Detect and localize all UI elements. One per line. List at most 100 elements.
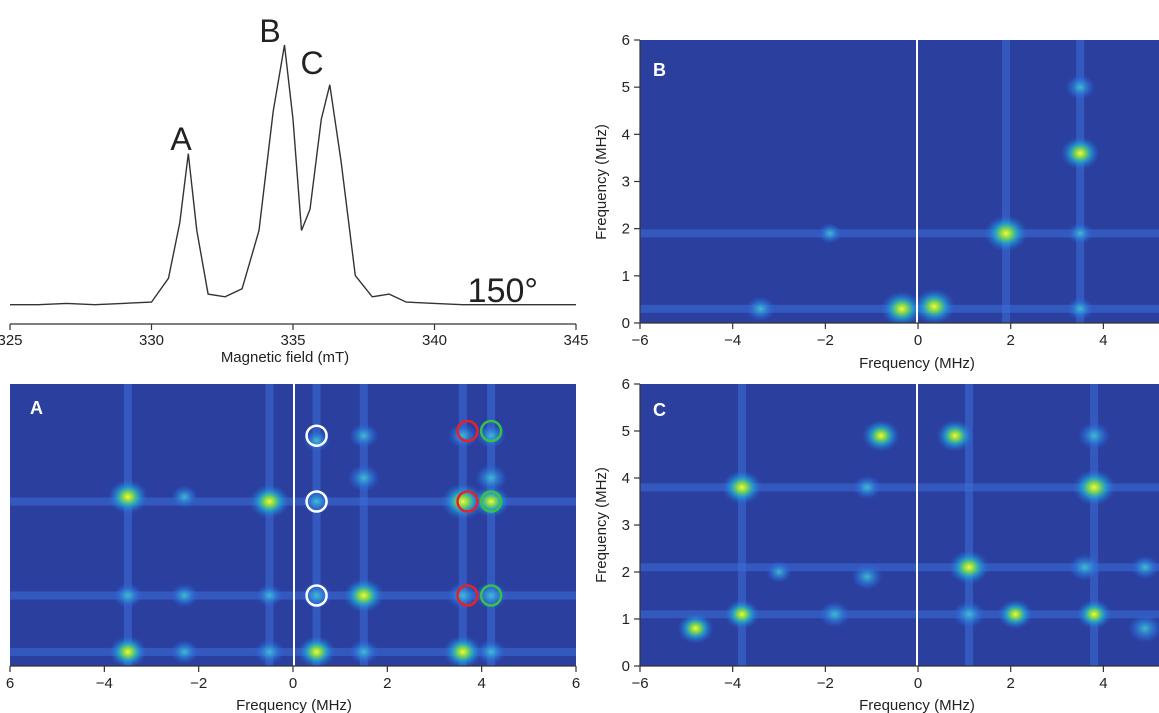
horizontal-ridge [640, 483, 1159, 492]
horizontal-ridge [640, 563, 1159, 572]
panel-c-xlabel: Frequency (MHz) [859, 697, 975, 713]
heatmap-peak [1077, 421, 1111, 450]
heatmap-peak [1128, 613, 1159, 643]
heatmap-peak [984, 214, 1029, 253]
marker-circle [305, 490, 328, 513]
vertical-ridge [1002, 40, 1011, 323]
heatmap-panel-b: −6 −4 −2 0 2 4 0 1 2 3 4 5 6 B Frequency (MHz) Frequ… [593, 32, 1159, 372]
y-tick-label: 3 [622, 174, 630, 191]
y-tick-label: 3 [622, 517, 630, 534]
heatmap-peak [1066, 297, 1094, 321]
angle-label: 150° [468, 272, 538, 310]
marker-circle [479, 419, 503, 443]
vertical-ridge [487, 384, 496, 666]
marker-circle [479, 584, 503, 607]
peak-label-b: B [259, 13, 280, 49]
marker-circle [305, 424, 328, 447]
y-tick-label: 6 [622, 376, 630, 393]
vertical-ridge [265, 384, 274, 666]
heatmap-peak [170, 485, 199, 509]
peak-label-a: A [170, 121, 192, 157]
marker-circle [456, 419, 479, 443]
heatmap-peak [912, 288, 956, 323]
y-tick-label: 1 [622, 611, 630, 628]
heatmap-peak [476, 422, 507, 449]
epr-spectrum-line [10, 44, 576, 306]
epr-spectrum-panel: 325 330 335 340 345 Magnetic field (mT) A B … [0, 13, 589, 366]
marker-circle [479, 490, 503, 513]
vertical-ridge [312, 384, 321, 666]
heatmap-peak [297, 635, 336, 666]
x-tick-label: 4 [477, 675, 485, 692]
panel-b-xlabel: Frequency (MHz) [859, 355, 975, 372]
heatmap-peak [880, 290, 924, 323]
heatmap-peak [474, 464, 508, 492]
heatmap-peak [108, 635, 148, 666]
heatmap-peak [997, 599, 1034, 630]
x-tick-label: 0 [914, 675, 922, 692]
y-tick-label: 4 [622, 470, 630, 487]
vertical-ridge [123, 384, 132, 666]
vertical-ridge [965, 384, 974, 666]
heatmap-peak [1060, 136, 1101, 171]
y-tick-label: 5 [622, 423, 630, 440]
heatmap-peak [347, 464, 381, 492]
x-tick-label: −6 [631, 332, 648, 349]
panel-c-ylabel: Frequency (MHz) [593, 467, 610, 583]
x-tick-label: 0 [914, 332, 922, 349]
heatmap-peak [952, 600, 986, 629]
vertical-ridge [737, 384, 746, 666]
heatmap-peak [1065, 74, 1096, 100]
heatmap-peak [170, 583, 199, 608]
heatmap-peak [1072, 468, 1117, 507]
heatmap-peak [1076, 599, 1112, 630]
heatmap-peak [254, 639, 285, 665]
heatmap-peak [440, 482, 485, 521]
x-tick-label: −2 [190, 675, 207, 692]
heatmap-peak [677, 612, 715, 645]
heatmap-peak [724, 599, 760, 630]
y-tick-label: 5 [622, 79, 630, 96]
heatmap-peak [817, 223, 843, 244]
epr-x-tick-label: 330 [139, 332, 164, 349]
x-tick-label: 2 [1007, 675, 1015, 692]
heatmap-panel-a: 6 −4 −2 0 2 4 6 A Frequency (MHz) [6, 384, 580, 713]
epr-x-tick-label: 340 [422, 332, 447, 349]
x-tick-label: −4 [724, 332, 741, 349]
vertical-ridge [458, 384, 467, 666]
horizontal-ridge [640, 229, 1159, 238]
vertical-ridge [359, 384, 368, 666]
heatmap-peak [170, 639, 199, 665]
x-tick-label: −2 [817, 675, 834, 692]
epr-xlabel: Magnetic field (mT) [221, 349, 349, 366]
panel-b-ylabel: Frequency (MHz) [593, 124, 610, 240]
heatmap-peak [721, 469, 763, 505]
heatmap-panel-c: −6 −4 −2 0 2 4 0 1 2 3 4 5 6 C Frequency (MHz) Frequ… [593, 376, 1159, 713]
x-tick-label: 4 [1099, 675, 1107, 692]
x-tick-label: −4 [724, 675, 741, 692]
heatmap-peak [861, 419, 901, 453]
x-tick-label: 6 [572, 675, 580, 692]
vertical-ridge [1090, 384, 1099, 666]
horizontal-ridge [640, 610, 1159, 619]
x-tick-label: 4 [1099, 332, 1107, 349]
heatmap-peak [255, 583, 284, 608]
heatmap-peak [471, 485, 511, 518]
heatmap-peak [302, 428, 331, 452]
y-tick-label: 2 [622, 221, 630, 238]
heatmap-peak [248, 483, 291, 520]
vertical-ridge [1076, 40, 1085, 323]
marker-circle [305, 584, 328, 607]
heatmap-peak [476, 639, 507, 665]
panel-c-label: C [653, 400, 666, 420]
y-tick-label: 6 [622, 32, 630, 49]
x-tick-label: 2 [383, 675, 391, 692]
heatmap-peak [343, 577, 385, 614]
heatmap-peak [447, 422, 478, 449]
marker-circle [456, 584, 479, 607]
heatmap-peak [948, 549, 990, 585]
y-tick-label: 4 [622, 126, 630, 143]
y-tick-label: 1 [622, 268, 630, 285]
heatmap-peak [107, 479, 149, 515]
